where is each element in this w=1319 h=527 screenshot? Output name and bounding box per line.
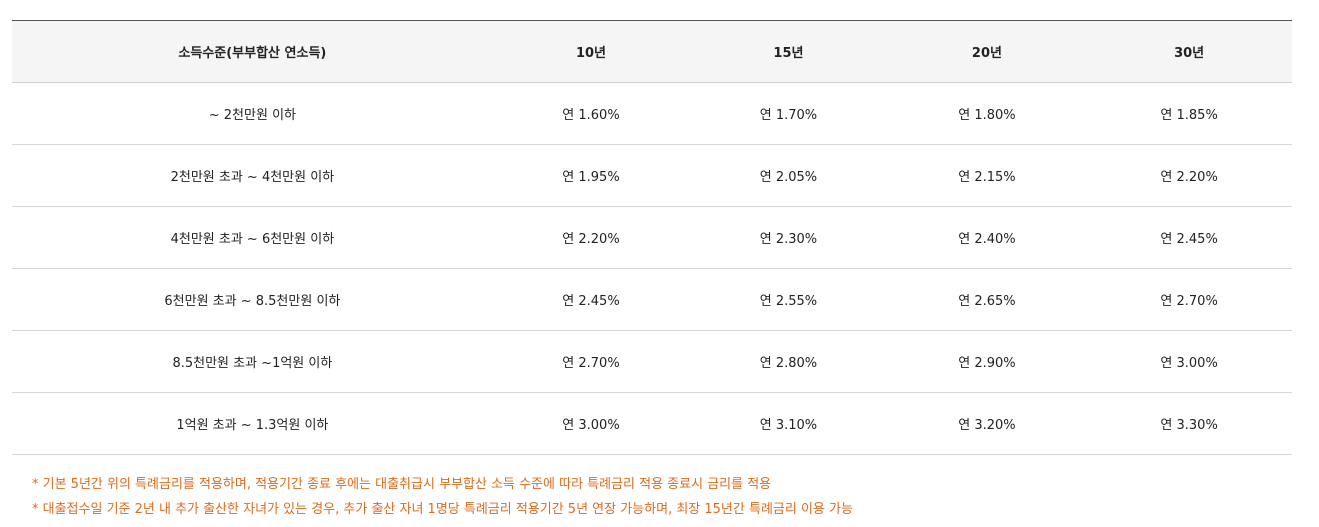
header-20-years: 20년 (971, 46, 1002, 61)
footnote-base-period: * 기본 5년간 위의 특례금리를 적용하며, 적용기간 종료 후에는 대출취급… (32, 477, 772, 492)
rate-cell: 연 1.85% (1160, 108, 1218, 123)
rate-cell: 연 2.20% (562, 232, 620, 247)
rate-cell: 연 3.10% (759, 418, 818, 433)
rate-cell: 연 2.55% (759, 294, 818, 309)
header-10-years: 10년 (575, 46, 607, 61)
income-cell: 4천만원 초과 ~ 6천만원 이하 (170, 232, 335, 247)
rate-cell: 연 1.95% (562, 170, 620, 185)
table-row: 1억원 초과 ~ 1.3억원 이하 연 3.00% 연 3.10% 연 3.20… (12, 393, 1292, 455)
table-row: 6천만원 초과 ~ 8.5천만원 이하 연 2.45% 연 2.55% 연 2.… (12, 269, 1292, 331)
rate-cell: 연 3.00% (562, 418, 620, 433)
income-cell: 1억원 초과 ~ 1.3억원 이하 (176, 418, 329, 433)
rate-cell: 연 3.30% (1160, 418, 1218, 433)
rate-cell: 연 3.00% (1160, 356, 1218, 371)
income-cell: 2천만원 초과 ~ 4천만원 이하 (170, 170, 335, 185)
rate-cell: 연 3.20% (958, 418, 1016, 433)
footnote-extension: * 대출접수일 기준 2년 내 추가 출산한 자녀가 있는 경우, 추가 출산 … (32, 502, 853, 517)
footnotes: * 기본 5년간 위의 특례금리를 적용하며, 적용기간 종료 후에는 대출취급… (32, 472, 853, 522)
rate-table-container: 소득수준(부부합산 연소득) 10년 15년 20년 30년 ~ 2천만원 이하… (12, 20, 1292, 455)
rate-cell: 연 2.65% (958, 294, 1016, 309)
rate-cell: 연 2.45% (562, 294, 620, 309)
rate-cell: 연 2.15% (958, 170, 1016, 185)
rate-cell: 연 2.70% (562, 356, 620, 371)
rate-cell: 연 2.70% (1160, 294, 1218, 309)
rate-cell: 연 2.30% (759, 232, 818, 247)
rate-cell: 연 2.20% (1160, 170, 1218, 185)
table-row: 2천만원 초과 ~ 4천만원 이하 연 1.95% 연 2.05% 연 2.15… (12, 145, 1292, 207)
rate-cell: 연 2.80% (759, 356, 818, 371)
special-rate-table: 소득수준(부부합산 연소득) 10년 15년 20년 30년 ~ 2천만원 이하… (12, 20, 1292, 455)
rate-cell: 연 1.60% (562, 108, 620, 123)
header-income-level: 소득수준(부부합산 연소득) (178, 46, 327, 61)
table-row: 8.5천만원 초과 ~1억원 이하 연 2.70% 연 2.80% 연 2.90… (12, 331, 1292, 393)
income-cell: 6천만원 초과 ~ 8.5천만원 이하 (164, 294, 341, 309)
table-row: 4천만원 초과 ~ 6천만원 이하 연 2.20% 연 2.30% 연 2.40… (12, 207, 1292, 269)
rate-cell: 연 2.05% (759, 170, 818, 185)
table-row: ~ 2천만원 이하 연 1.60% 연 1.70% 연 1.80% 연 1.85… (12, 83, 1292, 145)
table-header-row: 소득수준(부부합산 연소득) 10년 15년 20년 30년 (12, 20, 1292, 83)
rate-cell: 연 1.80% (958, 108, 1016, 123)
income-cell: ~ 2천만원 이하 (208, 108, 296, 123)
rate-cell: 연 2.90% (958, 356, 1016, 371)
header-30-years: 30년 (1174, 46, 1205, 61)
rate-cell: 연 1.70% (759, 108, 818, 123)
header-15-years: 15년 (773, 46, 804, 61)
rate-cell: 연 2.45% (1160, 232, 1218, 247)
income-cell: 8.5천만원 초과 ~1억원 이하 (172, 356, 333, 371)
rate-cell: 연 2.40% (958, 232, 1016, 247)
